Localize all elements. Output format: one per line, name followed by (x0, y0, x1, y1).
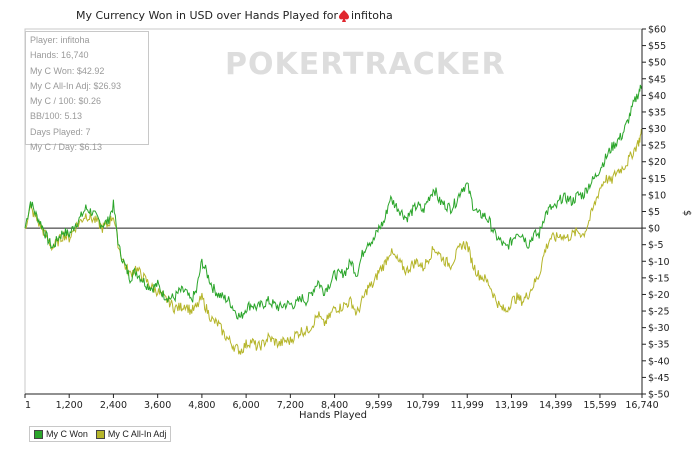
poker-spade-icon (339, 10, 349, 22)
y-tick-label: $-50 (648, 390, 670, 401)
x-tick-label: 11,999 (451, 400, 484, 411)
x-tick-label: 13,199 (495, 400, 528, 411)
y-tick-label: $50 (648, 58, 666, 69)
x-tick-label: 10,799 (406, 400, 439, 411)
y-tick-label: $-10 (648, 257, 670, 268)
y-tick-label: $-15 (648, 273, 670, 284)
x-tick-label: 9,599 (365, 400, 392, 411)
y-tick-label: $45 (648, 74, 666, 85)
y-tick-label: $5 (648, 207, 660, 218)
stat-allin-adj: My C All-In Adj: $26.93 (30, 80, 122, 91)
y-tick-label: $15 (648, 174, 666, 185)
x-tick-label: 14,399 (539, 400, 572, 411)
stats-panel: Player: infitoha Hands: 16,740 My C Won:… (25, 31, 149, 152)
x-tick-label: 1,200 (56, 400, 83, 411)
y-tick-label: $-20 (648, 290, 670, 301)
stat-hands: Hands: 16,740 (30, 50, 89, 61)
y-tick-label: $40 (648, 91, 666, 102)
x-tick-label: 7,200 (277, 400, 304, 411)
x-axis-label: Hands Played (299, 410, 367, 421)
legend-item-won[interactable]: My C Won (34, 429, 88, 439)
x-tick-label: 1 (25, 400, 31, 411)
legend-swatch-won (34, 429, 43, 439)
y-tick-label: $60 (648, 25, 666, 36)
x-tick-label: 4,800 (188, 400, 215, 411)
stat-won: My C Won: $42.92 (30, 65, 105, 76)
legend-label-won: My C Won (46, 429, 88, 439)
stat-per-day: My C / Day: $6.13 (30, 142, 103, 153)
x-tick-label: 3,600 (144, 400, 171, 411)
y-tick-label: $20 (648, 157, 666, 168)
legend-swatch-allin (95, 429, 105, 439)
stat-days: Days Played: 7 (30, 126, 91, 137)
y-tick-label: $-45 (648, 373, 670, 384)
x-tick-label: 16,740 (625, 400, 658, 411)
chart-title: My Currency Won in USD over Hands Played… (76, 9, 393, 22)
y-tick-label: $-35 (648, 340, 670, 351)
y-tick-label: $-40 (648, 356, 670, 367)
chart-title-text: My Currency Won in USD over Hands Played… (76, 9, 339, 22)
y-tick-label: $35 (648, 107, 666, 118)
stat-player: Player: infitoha (30, 35, 90, 45)
y-axis-label: $ (681, 210, 692, 216)
x-axis-ticks: 1 1,200 2,400 3,600 4,800 6,000 7,200 8,400 9,59… (24, 394, 659, 411)
series-line-1 (24, 128, 643, 355)
y-tick-label: $25 (648, 141, 666, 152)
series-layer (24, 84, 643, 355)
y-tick-label: $10 (648, 190, 666, 201)
x-tick-label: 2,400 (100, 400, 127, 411)
y-tick-label: $55 (648, 41, 666, 52)
x-tick-label: 6,000 (233, 400, 260, 411)
x-tick-label: 8,400 (321, 400, 348, 411)
y-tick-label: $-30 (648, 323, 670, 334)
pokertracker-watermark: POKERTRACKER (225, 47, 506, 82)
y-tick-label: $-5 (648, 240, 664, 251)
x-tick-label: 15,599 (583, 400, 616, 411)
chart-title-player: infitoha (351, 9, 393, 22)
legend-label-allin: My C All-In Adj (107, 429, 167, 439)
series-line-0 (24, 84, 643, 320)
stat-bb-100: BB/100: 5.13 (30, 111, 83, 122)
legend-item-allin[interactable]: My C All-In Adj (95, 429, 167, 439)
stat-per-100: My C / 100: $0.26 (30, 96, 102, 107)
legend: My C Won My C All-In Adj (29, 426, 171, 442)
y-tick-label: $30 (648, 124, 666, 135)
y-axis-ticks: $60 $55 $50 $45 $40 $35 $30 $25 $20 $15 $10 $5 $0 $-5… (642, 25, 670, 401)
y-tick-label: $0 (648, 224, 660, 235)
y-tick-label: $-25 (648, 307, 670, 318)
